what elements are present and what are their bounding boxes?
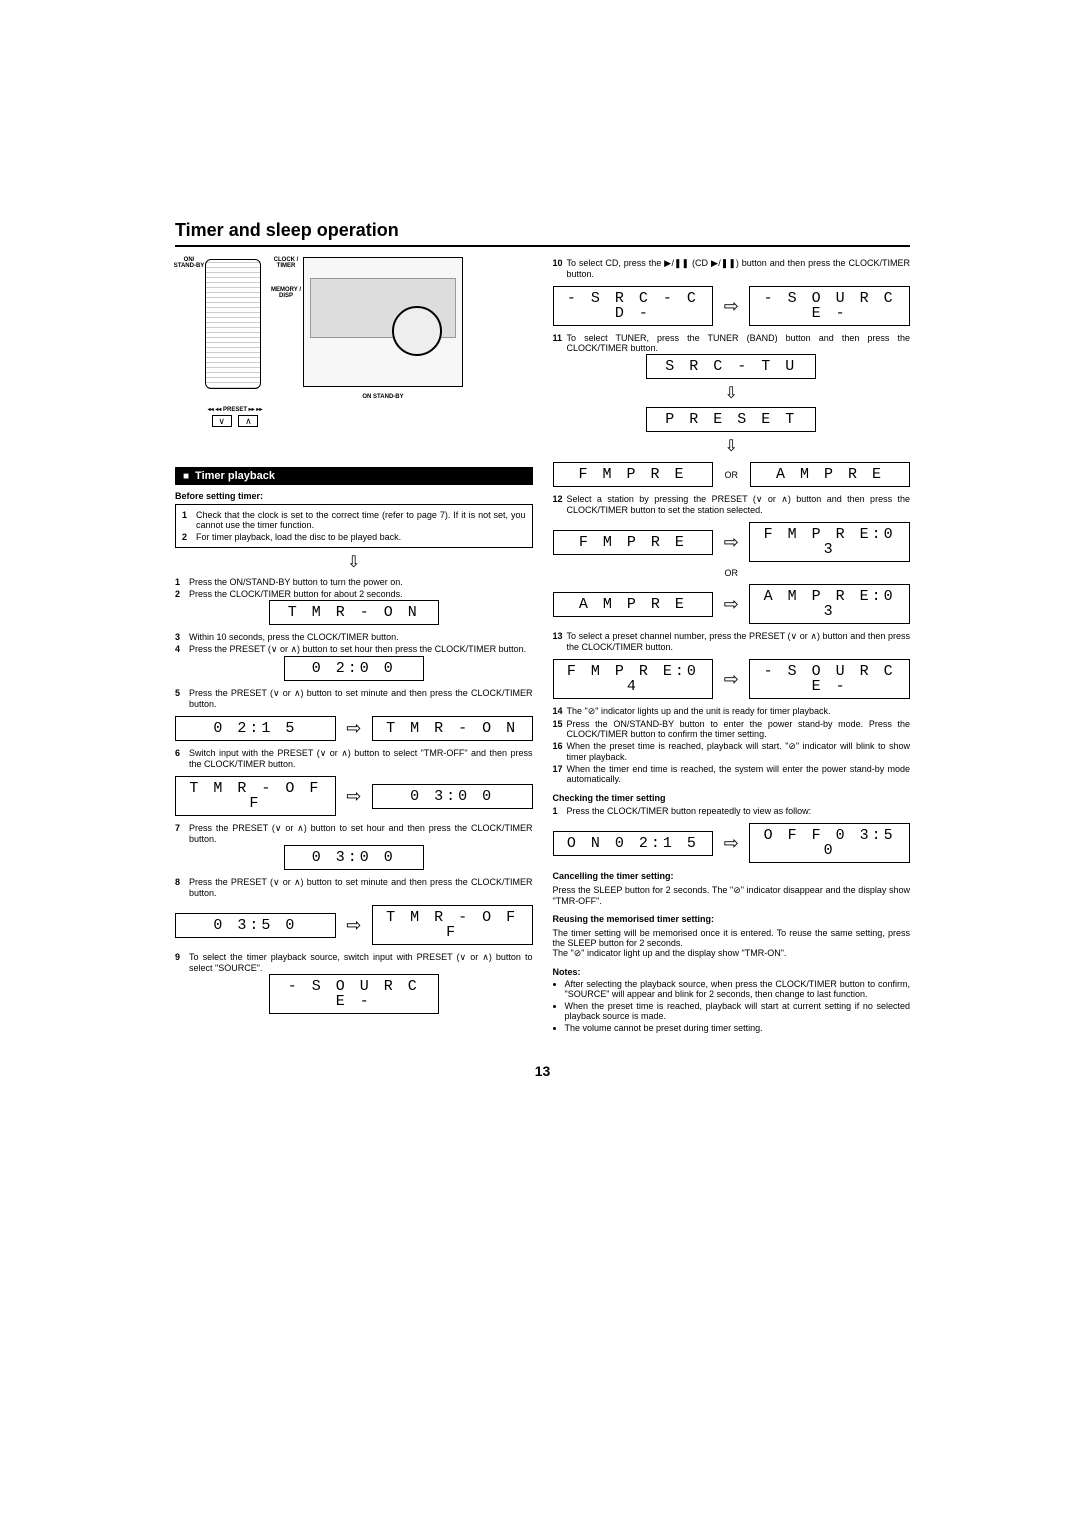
right-column: 10To select CD, press the ▶/❚❚ (CD ▶/❚❚)… [553,257,911,1035]
lcd-display: 0 3:0 0 [284,845,424,870]
remote-label-on-standby: ON/ STAND-BY [173,257,205,269]
note-item: The volume cannot be preset during timer… [565,1023,911,1033]
lcd-display: T M R - O N [269,600,439,625]
step-text: Press the PRESET (∨ or ∧) button to set … [189,643,533,656]
step-text: Press the CLOCK/TIMER button repeatedly … [567,805,911,817]
lcd-display: 0 2:1 5 [175,716,336,741]
lcd-display: A M P R E:0 3 [749,584,910,624]
cancel-text: Press the SLEEP button for 2 seconds. Th… [553,885,911,906]
cancel-head: Cancelling the timer setting: [553,871,911,881]
step-text: Press the ON/STAND-BY button to turn the… [189,576,533,588]
lcd-display: T M R - O F F [175,776,336,816]
right-arrow-icon: ⇨ [719,669,743,690]
diagram-row: ON/ STAND-BY CLOCK / TIMER MEMORY / DISP… [175,257,533,427]
lcd-display: 0 3:5 0 [175,913,336,938]
down-arrow-icon: ⇩ [553,383,911,403]
step-text: Press the PRESET (∨ or ∧) button to set … [189,687,533,710]
step-text: The "⊘" indicator lights up and the unit… [567,705,911,718]
down-arrow-icon: ⇩ [553,436,911,456]
lcd-display: - S R C - C D - [553,286,714,326]
lcd-display: 0 3:0 0 [372,784,533,809]
section-header-text: Timer playback [195,470,275,482]
step-text: Press the PRESET (∨ or ∧) button to set … [189,822,533,845]
lcd-display: A M P R E [750,462,910,487]
step-text: To select TUNER, press the TUNER (BAND) … [567,332,911,354]
down-arrow-icon: ⇩ [175,552,533,572]
lcd-display: S R C - T U [646,354,816,379]
lcd-display: O F F 0 3:5 0 [749,823,910,863]
lcd-display: P R E S E T [646,407,816,432]
right-arrow-icon: ⇨ [719,532,743,553]
notes-list: After selecting the playback source, whe… [553,979,911,1033]
lcd-display: - S O U R C E - [269,974,439,1014]
lcd-display: T M R - O N [372,716,533,741]
lcd-display: A M P R E [553,592,714,617]
page-title: Timer and sleep operation [175,220,910,247]
step-text: When the timer end time is reached, the … [567,763,911,785]
remote-label-preset: ◂◂ ◂◂ PRESET ▸▸ ▸▸ [175,406,295,413]
reuse-head: Reusing the memorised timer setting: [553,914,911,924]
or-label: OR [719,470,745,480]
lcd-display: - S O U R C E - [749,659,910,699]
before-item: For timer playback, load the disc to be … [196,531,526,543]
checking-head: Checking the timer setting [553,793,911,803]
step-text: To select CD, press the ▶/❚❚ (CD ▶/❚❚) b… [567,257,911,280]
lcd-display: F M P R E [553,462,713,487]
right-arrow-icon: ⇨ [719,296,743,317]
lcd-display: F M P R E [553,530,714,555]
before-item: Check that the clock is set to the corre… [196,509,526,531]
step-text: To select the timer playback source, swi… [189,951,533,974]
section-header: Timer playback [175,467,533,485]
step-text: Press the CLOCK/TIMER button for about 2… [189,588,533,600]
or-label: OR [553,568,911,578]
lcd-display: 0 2:0 0 [284,656,424,681]
remote-diagram: ON/ STAND-BY CLOCK / TIMER MEMORY / DISP… [175,257,295,427]
lcd-display: - S O U R C E - [749,286,910,326]
step-text: Press the PRESET (∨ or ∧) button to set … [189,876,533,899]
before-box: 1Check that the clock is set to the corr… [175,504,533,548]
right-arrow-icon: ⇨ [719,594,743,615]
step-text: Press the ON/STAND-BY button to enter th… [567,718,911,740]
lcd-display: T M R - O F F [372,905,533,945]
before-title: Before setting timer: [175,491,533,501]
lcd-display: F M P R E:0 3 [749,522,910,562]
unit-diagram: ON STAND-BY [303,257,463,387]
preset-down-icon: ∨ [212,415,232,427]
right-arrow-icon: ⇨ [719,833,743,854]
remote-label-clock-timer: CLOCK / TIMER [271,257,301,269]
page-number: 13 [175,1063,910,1079]
lcd-display: F M P R E:0 4 [553,659,714,699]
lcd-display: O N 0 2:1 5 [553,831,714,856]
right-arrow-icon: ⇨ [342,915,366,936]
note-item: After selecting the playback source, whe… [565,979,911,999]
step-text: Switch input with the PRESET (∨ or ∧) bu… [189,747,533,770]
right-arrow-icon: ⇨ [342,718,366,739]
step-text: Within 10 seconds, press the CLOCK/TIMER… [189,631,533,643]
unit-label-on-standby: ON STAND-BY [362,394,403,400]
note-item: When the preset time is reached, playbac… [565,1001,911,1021]
step-text: To select a preset channel number, press… [567,630,911,653]
step-text: When the preset time is reached, playbac… [567,740,911,763]
right-arrow-icon: ⇨ [342,786,366,807]
remote-label-memory-disp: MEMORY / DISP [271,287,301,299]
step-text: Select a station by pressing the PRESET … [567,493,911,516]
notes-head: Notes: [553,967,911,977]
manual-page: Timer and sleep operation ON/ STAND-BY C… [0,0,1080,1139]
left-column: ON/ STAND-BY CLOCK / TIMER MEMORY / DISP… [175,257,533,1035]
reuse-text: The timer setting will be memorised once… [553,928,911,959]
preset-up-icon: ∧ [238,415,258,427]
